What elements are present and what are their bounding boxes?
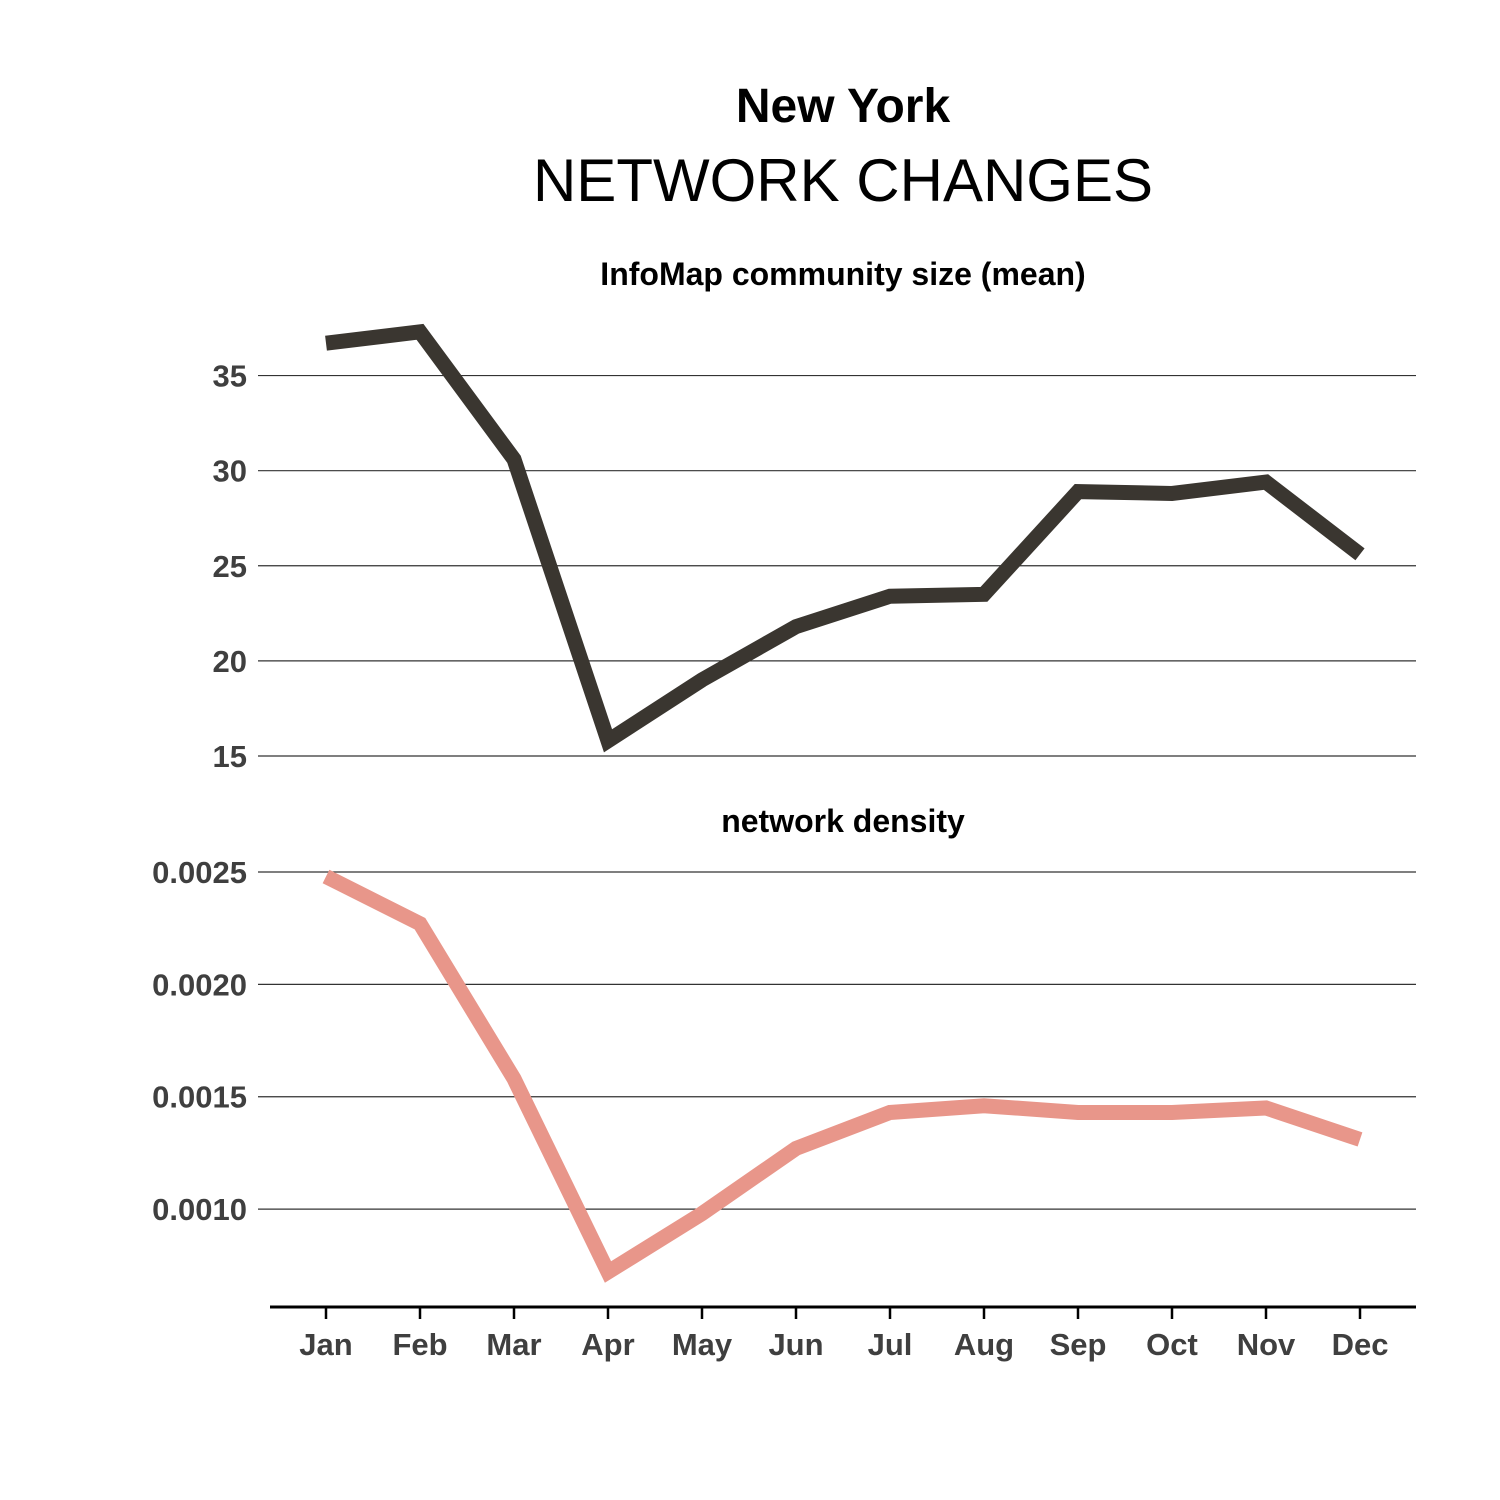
y-tick-label: 0.0010 <box>152 1192 247 1227</box>
y-tick-labels: 15 20 25 30 35 <box>213 359 247 774</box>
y-tick-label: 30 <box>213 454 247 489</box>
y-tick-labels: 0.0010 0.0015 0.0020 0.0025 <box>152 855 247 1227</box>
x-tick-label: Dec <box>1332 1327 1389 1362</box>
y-tick-label: 0.0020 <box>152 967 247 1002</box>
y-tick-label: 0.0025 <box>152 855 247 890</box>
gridlines <box>258 871 1416 1210</box>
x-tick-label: Jul <box>868 1327 913 1362</box>
x-tick-label: Jan <box>299 1327 352 1362</box>
x-tick-label: Jun <box>768 1327 823 1362</box>
x-tick-label: Aug <box>954 1327 1014 1362</box>
x-tick-label: Nov <box>1237 1327 1296 1362</box>
y-tick-label: 35 <box>213 359 247 394</box>
series-community-size <box>325 323 1365 753</box>
gridlines <box>258 374 1416 757</box>
y-tick-label: 25 <box>213 549 247 584</box>
x-tick-label: Mar <box>486 1327 541 1362</box>
panel-community-size: InfoMap community size (mean) 15 20 25 30 35 <box>213 256 1416 774</box>
panel-title-network-density: network density <box>721 803 965 839</box>
x-tick-label: May <box>672 1327 733 1362</box>
panel-network-density: network density 0.0010 0.0015 0.0020 0.0025 <box>152 803 1416 1283</box>
y-tick-label: 20 <box>213 644 247 679</box>
x-tick-label: Apr <box>581 1327 634 1362</box>
y-tick-label: 0.0015 <box>152 1080 247 1115</box>
chart-subtitle: NETWORK CHANGES <box>533 147 1153 214</box>
x-tick-label: Feb <box>392 1327 447 1362</box>
chart-title: New York <box>736 80 951 133</box>
series-line <box>322 869 1363 1283</box>
series-line <box>325 323 1365 753</box>
x-axis: Jan Feb Mar Apr May Jun Jul Aug Sep Oct Nov Dec <box>270 1305 1416 1362</box>
series-network-density <box>322 869 1363 1283</box>
panel-title-community-size: InfoMap community size (mean) <box>600 256 1085 292</box>
x-tick-label: Sep <box>1050 1327 1107 1362</box>
x-tick-label: Oct <box>1146 1327 1198 1362</box>
y-tick-label: 15 <box>213 739 247 774</box>
